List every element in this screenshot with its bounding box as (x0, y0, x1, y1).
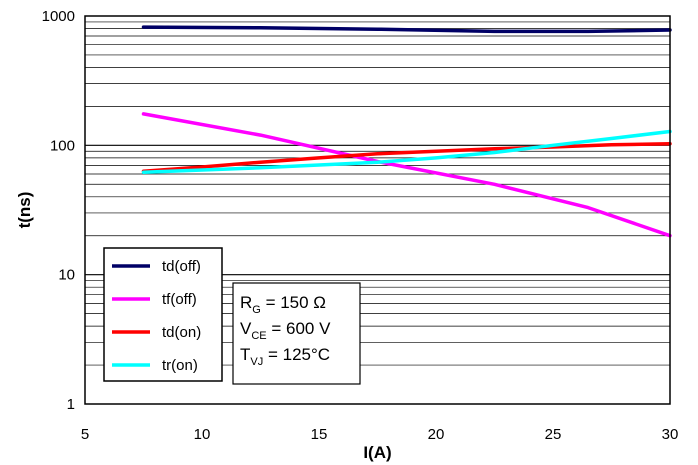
tick-labels: 5 10 15 20 25 30 1 10 100 1000 (42, 8, 679, 443)
x-tick-label: 10 (194, 426, 211, 443)
legend: td(off) tf(off) td(on) tr(on) (103, 247, 223, 382)
annotation-symbol: R (240, 293, 252, 312)
annotation-symbol: T (240, 345, 250, 364)
annotation-line: TVJ = 125°C (240, 345, 330, 368)
annotation-subscript: CE (251, 330, 266, 342)
legend-label: tf(off) (162, 291, 197, 308)
series-line-tr(on) (141, 129, 672, 174)
series-line-td(off) (141, 25, 672, 34)
series-layer (141, 25, 672, 238)
x-tick-label: 25 (545, 426, 562, 443)
x-tick-label: 15 (311, 426, 328, 443)
series-line-tf(off) (141, 112, 672, 238)
x-tick-label: 5 (81, 426, 89, 443)
x-axis-title: I(A) (363, 443, 391, 462)
y-tick-label: 10 (58, 267, 75, 284)
x-tick-label: 30 (662, 426, 679, 443)
annotation-value: = 150 Ω (261, 293, 326, 312)
conditions-annotation: RG = 150 Ω VCE = 600 V TVJ = 125°C (232, 282, 361, 385)
annotation-value: = 600 V (267, 319, 331, 338)
plot-frame (84, 15, 671, 405)
series-line-td(on) (141, 141, 672, 174)
annotation-value: = 125°C (263, 345, 330, 364)
annotation-subscript: VJ (250, 356, 263, 368)
annotation-symbol: V (240, 319, 252, 338)
annotation-line: RG = 150 Ω (240, 293, 326, 316)
legend-label: td(on) (162, 324, 201, 341)
y-tick-label: 1 (67, 396, 75, 413)
y-tick-label: 1000 (42, 8, 75, 25)
legend-box (103, 247, 223, 382)
legend-label: td(off) (162, 258, 201, 275)
x-tick-label: 20 (428, 426, 445, 443)
legend-label: tr(on) (162, 357, 198, 374)
annotation-subscript: G (252, 304, 261, 316)
y-axis-title: t(ns) (15, 192, 34, 229)
annotation-box (232, 282, 361, 385)
y-tick-label: 100 (50, 137, 75, 154)
annotation-line: VCE = 600 V (240, 319, 331, 342)
